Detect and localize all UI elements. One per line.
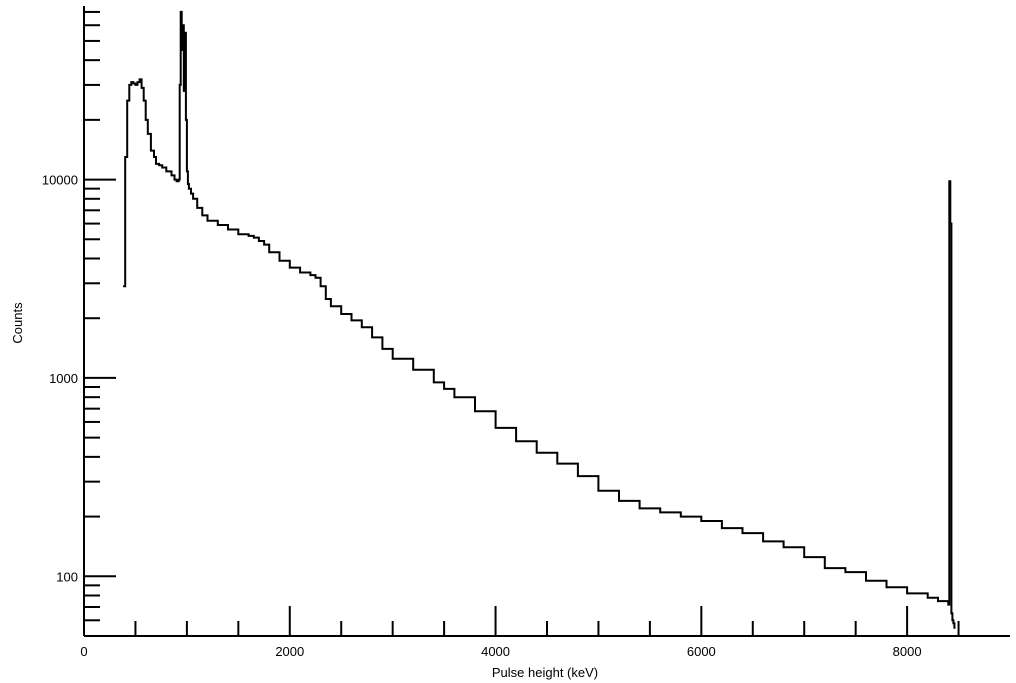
axes <box>83 6 1010 637</box>
y-tick-label: 1000 <box>49 371 78 386</box>
spectrum-series-line <box>123 10 956 629</box>
tick-labels: 0 2000 4000 6000 8000 100 1000 10000 <box>42 173 922 659</box>
x-axis-title: Pulse height (keV) <box>492 665 598 680</box>
series-group <box>123 10 956 629</box>
x-tick-label: 6000 <box>687 644 716 659</box>
x-tick-label: 0 <box>80 644 87 659</box>
y-axis-title: Counts <box>10 302 25 344</box>
y-tick-label: 100 <box>56 569 78 584</box>
tick-marks <box>83 10 960 637</box>
x-tick-label: 2000 <box>275 644 304 659</box>
y-tick-label: 10000 <box>42 173 78 188</box>
x-tick-label: 8000 <box>893 644 922 659</box>
x-tick-label: 4000 <box>481 644 510 659</box>
